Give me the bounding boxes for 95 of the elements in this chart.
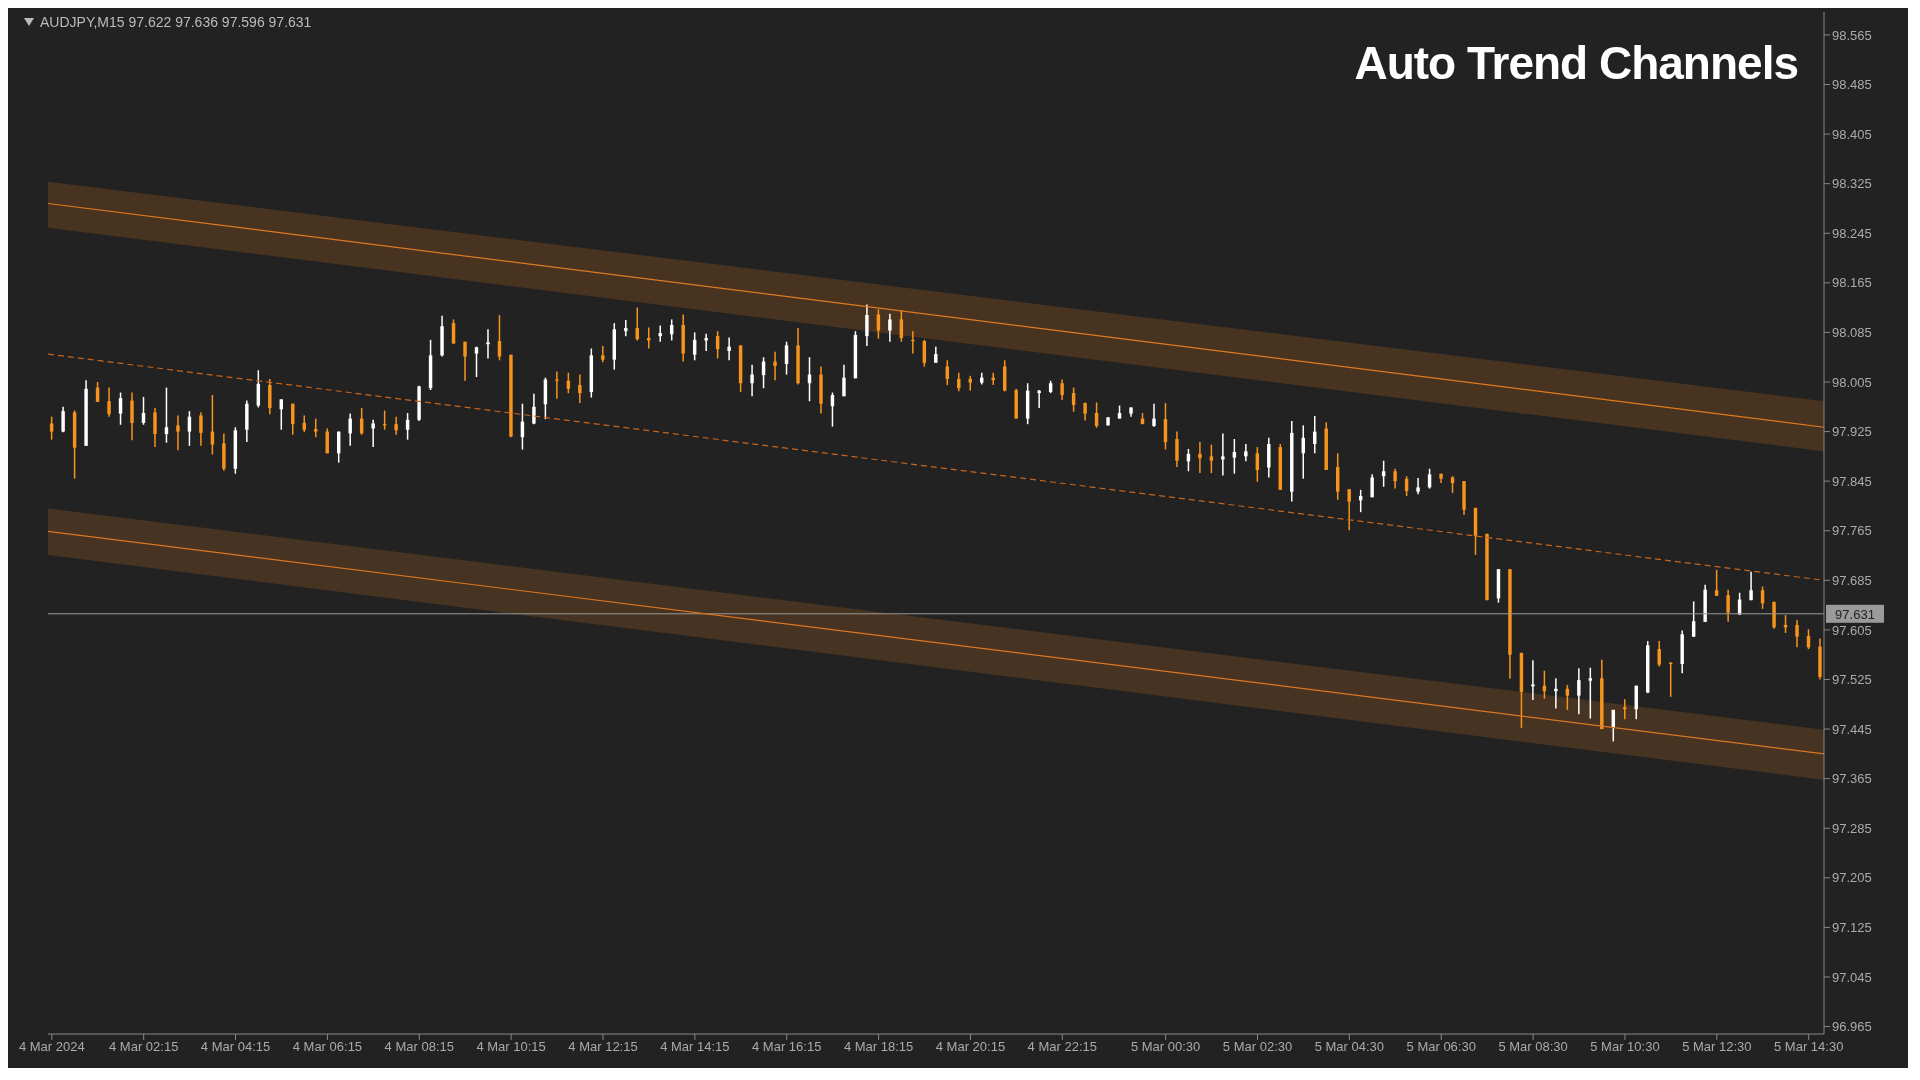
y-tick-label: 98.485 bbox=[1832, 77, 1872, 93]
candlestick bbox=[1221, 432, 1225, 477]
candlestick bbox=[1588, 666, 1593, 720]
candlestick bbox=[199, 411, 203, 447]
candlestick bbox=[727, 336, 731, 362]
candlestick bbox=[497, 314, 502, 362]
candlestick bbox=[601, 345, 605, 363]
text: Auto Trend Channels bbox=[1354, 36, 1798, 90]
y-tick-label: 97.605 bbox=[1832, 622, 1872, 638]
candlestick bbox=[1393, 468, 1397, 490]
candlestick bbox=[911, 330, 915, 355]
y-tick-label: 98.245 bbox=[1832, 225, 1872, 241]
x-tick-label: 4 Mar 12:15 bbox=[568, 1039, 638, 1055]
y-tick-label: 97.125 bbox=[1832, 920, 1872, 936]
candlestick bbox=[532, 393, 536, 425]
candlestick bbox=[1198, 441, 1202, 474]
x-tick-label: 5 Mar 14:30 bbox=[1774, 1039, 1844, 1055]
candlestick bbox=[888, 313, 892, 343]
candlestick bbox=[176, 414, 180, 451]
y-tick-label: 97.205 bbox=[1832, 870, 1872, 886]
candlestick bbox=[348, 412, 352, 447]
x-tick-label: 4 Mar 2024 bbox=[18, 1039, 85, 1055]
candlestick bbox=[1232, 438, 1237, 475]
candlestick bbox=[1795, 619, 1799, 649]
chart-subtitle: AUDJPY,M15 97.622 97.636 97.596 97.631 bbox=[40, 14, 312, 30]
candlestick bbox=[1267, 437, 1271, 479]
candlestick bbox=[268, 378, 272, 415]
y-tick-label: 98.565 bbox=[1832, 27, 1872, 43]
y-tick-label: 98.325 bbox=[1832, 176, 1872, 192]
candlestick bbox=[130, 391, 134, 442]
y-tick-label: 97.685 bbox=[1832, 572, 1872, 588]
candlestick bbox=[1565, 684, 1570, 711]
ref-line-label: 97.631 bbox=[1835, 606, 1875, 622]
y-tick-label: 98.085 bbox=[1832, 325, 1872, 341]
x-tick-label: 5 Mar 04:30 bbox=[1314, 1039, 1385, 1055]
candlestick bbox=[1060, 378, 1064, 401]
y-tick-label: 96.965 bbox=[1832, 1019, 1872, 1035]
x-tick-label: 4 Mar 08:15 bbox=[384, 1039, 454, 1055]
candlestick bbox=[865, 303, 869, 347]
candlestick bbox=[107, 386, 111, 418]
candlestick bbox=[842, 363, 846, 398]
candlestick bbox=[314, 417, 318, 438]
y-tick-label: 97.285 bbox=[1832, 820, 1872, 836]
candlestick bbox=[1152, 402, 1156, 428]
candlestick bbox=[1209, 443, 1214, 474]
x-tick-label: 4 Mar 10:15 bbox=[476, 1039, 546, 1055]
y-tick-label: 98.405 bbox=[1832, 126, 1872, 142]
x-tick-label: 4 Mar 16:15 bbox=[752, 1039, 822, 1055]
y-tick-label: 97.925 bbox=[1832, 424, 1872, 440]
candlestick bbox=[153, 407, 157, 448]
x-tick-label: 4 Mar 06:15 bbox=[292, 1039, 363, 1055]
x-tick-label: 4 Mar 02:15 bbox=[109, 1039, 179, 1055]
candlestick bbox=[1175, 430, 1179, 468]
candlestick bbox=[1714, 569, 1719, 597]
candlestick bbox=[1416, 477, 1420, 495]
candlestick bbox=[118, 391, 123, 426]
y-tick-label: 97.845 bbox=[1832, 473, 1872, 489]
x-tick-label: 5 Mar 10:30 bbox=[1590, 1039, 1660, 1055]
candlestick bbox=[463, 340, 467, 382]
x-tick-label: 5 Mar 00:30 bbox=[1130, 1039, 1201, 1055]
candlestick bbox=[1726, 588, 1730, 623]
x-tick-label: 4 Mar 14:15 bbox=[660, 1039, 730, 1055]
candlestick bbox=[555, 370, 559, 400]
candlestick bbox=[578, 373, 582, 404]
candlestick bbox=[61, 406, 65, 433]
x-tick-label: 4 Mar 18:15 bbox=[843, 1039, 914, 1055]
candlestick bbox=[1577, 667, 1581, 715]
y-tick-label: 97.365 bbox=[1832, 771, 1872, 787]
x-tick-label: 5 Mar 12:30 bbox=[1682, 1039, 1752, 1055]
x-tick-label: 5 Mar 06:30 bbox=[1406, 1039, 1476, 1055]
candlestick bbox=[486, 328, 490, 360]
candlestick bbox=[1691, 600, 1696, 638]
candlestick bbox=[1749, 570, 1753, 601]
candlestick bbox=[773, 350, 777, 381]
candlestick bbox=[750, 363, 754, 398]
y-tick-label: 97.765 bbox=[1832, 523, 1872, 539]
candlestick bbox=[876, 308, 881, 340]
x-tick-label: 4 Mar 20:15 bbox=[935, 1039, 1006, 1055]
candlestick bbox=[371, 419, 375, 448]
x-tick-label: 5 Mar 08:30 bbox=[1498, 1039, 1568, 1055]
x-tick-label: 4 Mar 22:15 bbox=[1027, 1039, 1097, 1055]
x-tick-label: 5 Mar 02:30 bbox=[1222, 1039, 1293, 1055]
y-tick-label: 98.165 bbox=[1832, 275, 1872, 291]
candlestick bbox=[1531, 659, 1535, 701]
candlestick bbox=[1623, 698, 1627, 720]
candlestick bbox=[451, 318, 456, 345]
y-tick-label: 97.525 bbox=[1832, 672, 1872, 688]
y-tick-label: 97.445 bbox=[1832, 721, 1872, 737]
candlestick bbox=[164, 386, 169, 444]
candlestick bbox=[1244, 443, 1248, 463]
candlestick bbox=[1657, 640, 1661, 668]
y-tick-label: 97.045 bbox=[1832, 969, 1872, 985]
y-tick-label: 98.005 bbox=[1832, 374, 1872, 390]
x-tick-label: 4 Mar 04:15 bbox=[200, 1039, 271, 1055]
candlestick bbox=[1347, 488, 1351, 531]
